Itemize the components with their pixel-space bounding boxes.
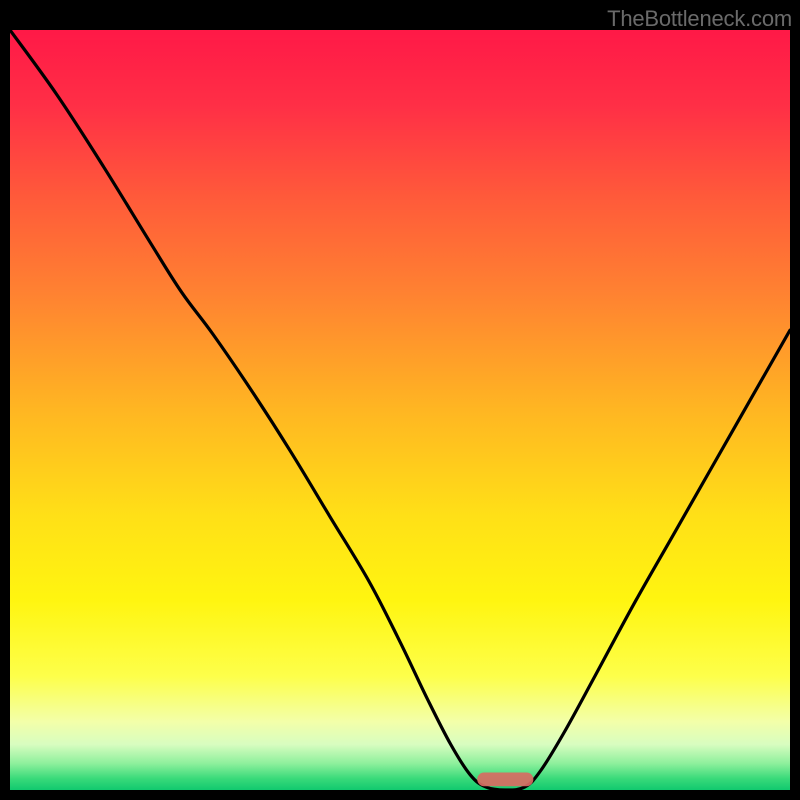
chart-svg: [10, 30, 790, 790]
chart-background: [10, 30, 790, 790]
bottleneck-gradient-chart: [10, 30, 790, 790]
watermark-text: TheBottleneck.com: [607, 6, 792, 32]
optimal-marker: [477, 773, 533, 787]
